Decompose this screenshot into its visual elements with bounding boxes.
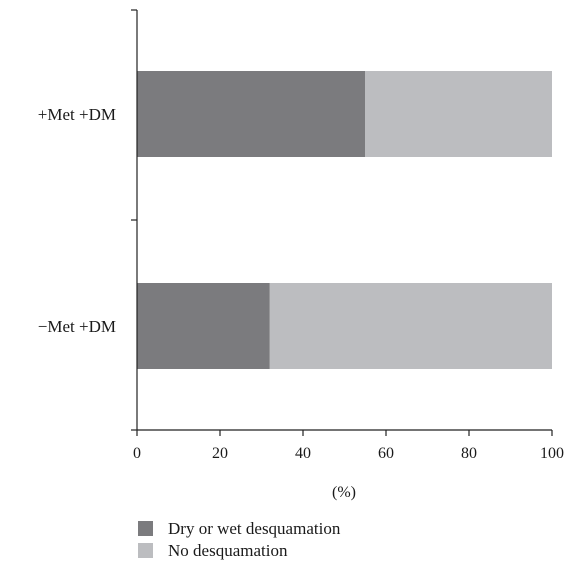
legend-label-2: No desquamation: [168, 541, 288, 560]
legend-swatch-1: [138, 521, 153, 536]
legend-label-1: Dry or wet desquamation: [168, 519, 341, 538]
x-tick-label-100: 100: [540, 445, 564, 462]
bars-group: [137, 71, 552, 369]
x-tick-label-20: 20: [212, 445, 228, 462]
bar-segment-2-series-1: [137, 283, 270, 369]
x-tick-label-40: 40: [295, 445, 311, 462]
bar-segment-2-series-2: [269, 283, 552, 369]
x-tick-label-80: 80: [461, 445, 477, 462]
category-label-1: +Met +DM: [38, 105, 116, 124]
x-axis-label: (%): [332, 484, 356, 501]
bar-segment-1-series-1: [137, 71, 366, 157]
x-ticks-group: 0 20 40 60 80 100: [133, 430, 564, 462]
legend: Dry or wet desquamation No desquamation: [138, 519, 341, 560]
category-labels-group: +Met +DM −Met +DM: [38, 105, 116, 336]
x-tick-label-0: 0: [133, 445, 141, 462]
x-tick-label-60: 60: [378, 445, 394, 462]
axes-group: [131, 9, 552, 431]
legend-swatch-2: [138, 543, 153, 558]
category-label-2: −Met +DM: [38, 317, 116, 336]
bar-segment-1-series-2: [365, 71, 552, 157]
